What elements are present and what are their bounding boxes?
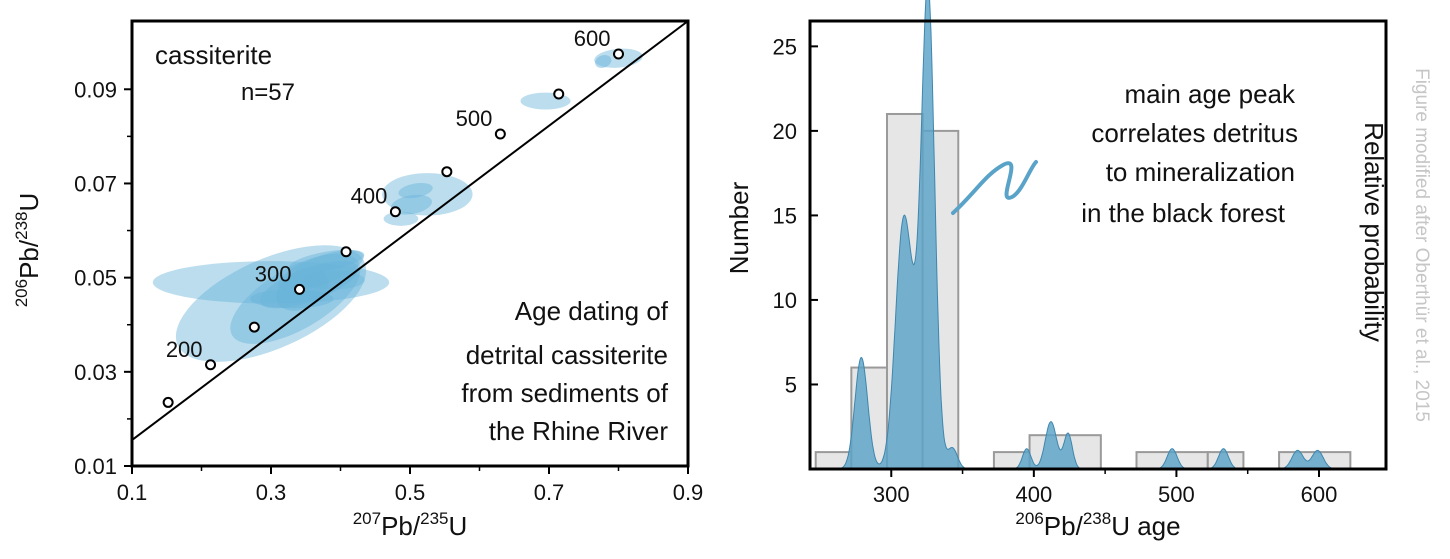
error-ellipse: [383, 211, 419, 226]
age-marker: [248, 321, 260, 333]
x-axis-label: 206Pb/238U age: [1015, 509, 1180, 541]
age-marker: [162, 396, 174, 408]
concordia-age-markers: 200 300 400 500 600: [162, 26, 624, 408]
annotation-line: from sediments of: [461, 378, 668, 408]
age-label: 600: [574, 26, 611, 51]
age-marker: [494, 128, 506, 140]
x-tick-label: 400: [1015, 482, 1052, 507]
histogram-frame: [808, 19, 1388, 471]
histogram-annotation: main age peak correlates detritus to min…: [1081, 79, 1298, 228]
error-ellipse: [382, 173, 473, 216]
right-axis-label: Relative probability: [1359, 122, 1389, 342]
age-marker: [389, 206, 401, 218]
x-axis-label: 207Pb/235U: [353, 509, 468, 541]
age-marker: [613, 48, 624, 60]
y-tick-label: 20: [773, 119, 797, 144]
error-ellipse: [398, 182, 433, 199]
annotation-line: correlates detritus: [1091, 118, 1298, 148]
concordia-curve: [131, 20, 689, 441]
age-marker: [340, 246, 352, 258]
x-tick-label: 0.9: [673, 480, 704, 505]
error-ellipse: [302, 270, 365, 290]
age-marker: [553, 88, 565, 100]
y-tick-label: 5: [785, 372, 797, 397]
annotation-line: in the black forest: [1081, 198, 1286, 228]
age-label: 200: [166, 337, 203, 362]
y-tick-label: 15: [773, 203, 797, 228]
x-tick-label: 500: [1158, 482, 1195, 507]
annotation-line: detrital cassiterite: [466, 340, 668, 370]
y-tick-label: 0.09: [74, 77, 117, 102]
y-axis-label: 206Pb/238U: [12, 193, 44, 308]
age-marker: [293, 283, 305, 295]
age-histogram-chart: 300 400 500 600 5 10 15 20 25 main age peak corr…: [724, 0, 1389, 541]
annotation-line: the Rhine River: [489, 416, 669, 446]
x-tick-label: 0.3: [256, 480, 287, 505]
error-ellipses: [152, 48, 643, 362]
sample-count: n=57: [241, 79, 295, 106]
age-marker: [441, 166, 453, 178]
concordia-ticks: 0.1 0.3 0.5 0.7 0.9 0.01 0.03 0.05 0.07 0.09: [74, 77, 703, 505]
y-tick-label: 10: [773, 288, 797, 313]
sample-label: cassiterite: [155, 40, 272, 70]
concordia-annotation: Age dating of detrital cassiterite from …: [461, 296, 668, 446]
x-tick-label: 600: [1301, 482, 1338, 507]
annotation-line: to mineralization: [1106, 157, 1295, 187]
annotation-pointer: [951, 160, 1038, 215]
y-tick-label: 0.03: [74, 360, 117, 385]
error-ellipse: [390, 194, 432, 215]
y-axis-label: Number: [724, 181, 754, 274]
x-tick-label: 0.7: [534, 480, 565, 505]
figure-credit: Figure modified after Oberthür et al., 2…: [1411, 68, 1432, 422]
annotation-line: Age dating of: [515, 296, 669, 326]
x-tick-label: 0.5: [395, 480, 426, 505]
annotation-line: main age peak: [1124, 79, 1296, 109]
y-tick-label: 0.07: [74, 171, 117, 196]
age-label: 500: [456, 106, 493, 131]
y-tick-label: 25: [773, 34, 797, 59]
y-tick-label: 0.05: [74, 266, 117, 291]
age-label: 300: [255, 261, 292, 286]
concordia-frame: [130, 19, 690, 468]
histogram-ticks: 300 400 500 600 5 10 15 20 25: [773, 34, 1338, 507]
y-tick-label: 0.01: [74, 454, 117, 479]
x-tick-label: 0.1: [117, 480, 148, 505]
error-ellipse: [595, 55, 612, 68]
x-tick-label: 300: [873, 482, 910, 507]
age-marker: [205, 359, 217, 371]
age-label: 400: [351, 184, 388, 209]
